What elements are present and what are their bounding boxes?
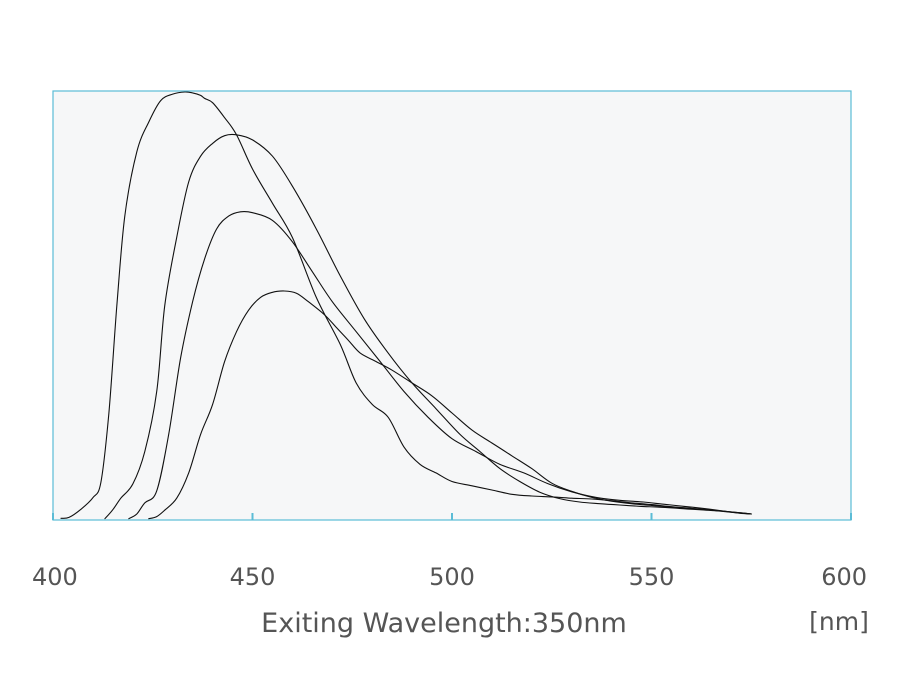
- x-tick-label: 600: [821, 563, 867, 591]
- series-layer: [60, 91, 752, 520]
- x-axis-ticks: 400 450 500 550 600: [32, 513, 867, 591]
- x-axis-unit: [nm]: [809, 607, 869, 636]
- series-line-4: [148, 290, 752, 520]
- x-axis-title: Exiting Wavelength:350nm: [261, 608, 627, 639]
- x-tick-label: 500: [429, 563, 475, 591]
- x-tick-label: 550: [629, 563, 675, 591]
- x-tick-label: 450: [230, 563, 276, 591]
- x-tick-label: 400: [32, 563, 78, 591]
- plot-area: [53, 91, 851, 520]
- series-line-3: [128, 210, 752, 520]
- series-line-2: [104, 133, 752, 520]
- series-line-1: [60, 91, 752, 519]
